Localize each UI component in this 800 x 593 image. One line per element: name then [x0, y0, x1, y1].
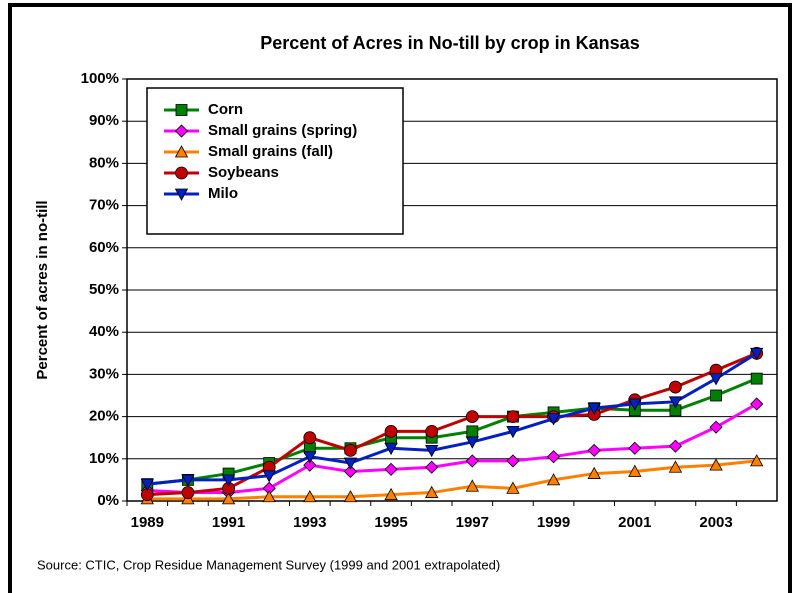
data-point [546, 413, 561, 426]
data-point [669, 380, 682, 394]
data-point [384, 442, 398, 456]
source-note: Source: CTIC, Crop Residue Management Su… [37, 557, 500, 572]
data-point [628, 398, 642, 411]
data-point [384, 487, 398, 501]
y-tick-label: 50% [89, 281, 119, 298]
x-tick-label: 1991 [212, 514, 245, 531]
y-tick-label: 30% [89, 365, 119, 382]
legend-box [146, 87, 404, 235]
data-point [465, 454, 479, 468]
data-point [628, 441, 642, 455]
data-point [506, 410, 520, 424]
y-tick-label: 20% [89, 408, 119, 425]
data-point [668, 396, 683, 409]
data-point [221, 492, 236, 505]
y-tick-label: 80% [89, 154, 119, 171]
data-point [587, 466, 601, 479]
data-point [221, 474, 236, 487]
series-line [147, 377, 758, 486]
y-axis-label: Percent of acres in no-till [34, 200, 51, 379]
data-point [140, 478, 154, 491]
data-point [344, 443, 357, 457]
data-point [303, 431, 317, 445]
data-point [465, 436, 479, 449]
data-point [750, 454, 764, 467]
x-tick-label: 1999 [537, 514, 570, 531]
data-point [709, 458, 723, 471]
data-point [750, 347, 764, 361]
series-line [147, 402, 758, 495]
y-tick-label: 0% [97, 492, 119, 509]
legend-marker [175, 166, 188, 180]
x-tick-label: 1995 [374, 514, 407, 531]
legend-marker [174, 124, 189, 138]
data-point [181, 474, 195, 487]
data-point [303, 489, 317, 503]
data-point [303, 458, 317, 472]
data-point [750, 397, 764, 411]
y-tick-label: 10% [89, 450, 119, 467]
data-point [262, 489, 276, 503]
data-point [465, 479, 479, 492]
legend-label: Milo [208, 185, 238, 202]
data-point [262, 470, 276, 483]
x-tick-label: 1997 [456, 514, 489, 531]
data-point [546, 473, 561, 486]
chart-title: Percent of Acres in No-till by crop in K… [260, 33, 639, 53]
data-point [181, 486, 195, 499]
data-point [425, 460, 439, 474]
legend-label: Soybeans [208, 164, 279, 181]
data-point [384, 462, 398, 476]
data-point [506, 454, 520, 468]
legend-marker [175, 104, 188, 116]
data-point [709, 420, 723, 434]
legend-marker [174, 188, 189, 201]
legend-marker [174, 145, 189, 158]
data-point [343, 464, 358, 479]
data-point [709, 373, 723, 386]
data-point [343, 489, 358, 503]
legend: Corn Small grains (spring) Small grains (f… [146, 87, 404, 235]
y-tick-label: 40% [89, 323, 119, 340]
data-point [425, 485, 439, 498]
data-point [750, 372, 763, 385]
x-tick-label: 2003 [699, 514, 732, 531]
legend-label: Small grains (fall) [208, 143, 333, 160]
y-tick-label: 70% [89, 197, 119, 214]
series [140, 454, 764, 505]
x-tick-label: 2001 [618, 514, 651, 531]
data-point [546, 450, 561, 464]
data-point [587, 402, 601, 415]
series-line [147, 459, 757, 501]
data-point [668, 439, 683, 453]
data-point [587, 443, 601, 457]
data-point [506, 481, 520, 494]
data-point [465, 410, 479, 424]
data-point [425, 444, 439, 458]
x-tick-label: 1993 [293, 514, 326, 531]
data-point [466, 425, 479, 438]
y-tick-label: 90% [89, 112, 119, 129]
data-point [425, 424, 439, 438]
data-point [343, 457, 358, 470]
legend-label: Small grains (spring) [208, 122, 357, 139]
data-point [384, 424, 398, 438]
data-point [668, 460, 683, 473]
data-point [628, 464, 642, 477]
y-tick-label: 60% [89, 239, 119, 256]
series [140, 347, 764, 491]
data-point [506, 425, 520, 439]
series-line [147, 352, 758, 486]
data-point [303, 451, 317, 464]
data-point [710, 389, 722, 402]
x-tick-label: 1989 [131, 514, 164, 531]
legend-label: Corn [208, 101, 243, 118]
y-tick-label: 100% [81, 70, 119, 87]
series [140, 397, 764, 500]
